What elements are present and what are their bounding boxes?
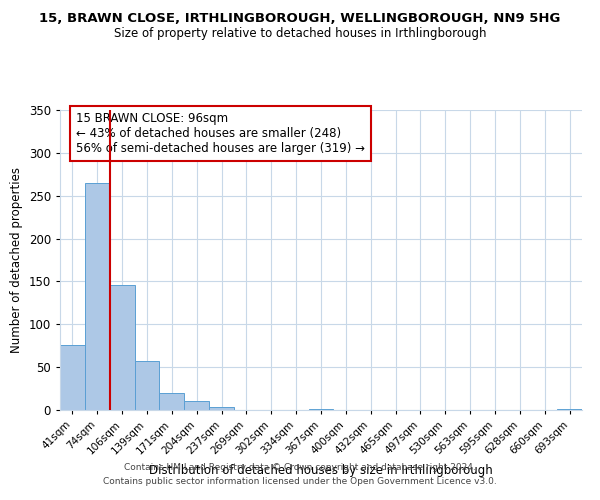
Bar: [60, 345, 85, 410]
Bar: [160, 393, 184, 410]
Text: 15, BRAWN CLOSE, IRTHLINGBOROUGH, WELLINGBOROUGH, NN9 5HG: 15, BRAWN CLOSE, IRTHLINGBOROUGH, WELLIN…: [40, 12, 560, 26]
Text: Contains public sector information licensed under the Open Government Licence v3: Contains public sector information licen…: [103, 478, 497, 486]
Text: Contains HM Land Registry data © Crown copyright and database right 2024.: Contains HM Land Registry data © Crown c…: [124, 464, 476, 472]
Bar: [134, 361, 160, 410]
Bar: [209, 408, 234, 410]
Bar: [184, 402, 209, 410]
Text: 15 BRAWN CLOSE: 96sqm
← 43% of detached houses are smaller (248)
56% of semi-det: 15 BRAWN CLOSE: 96sqm ← 43% of detached …: [76, 112, 365, 154]
Bar: [85, 183, 110, 410]
Bar: [308, 409, 334, 410]
Bar: [110, 285, 134, 410]
Y-axis label: Number of detached properties: Number of detached properties: [10, 167, 23, 353]
Bar: [557, 409, 582, 410]
Text: Size of property relative to detached houses in Irthlingborough: Size of property relative to detached ho…: [114, 28, 486, 40]
X-axis label: Distribution of detached houses by size in Irthlingborough: Distribution of detached houses by size …: [149, 464, 493, 477]
